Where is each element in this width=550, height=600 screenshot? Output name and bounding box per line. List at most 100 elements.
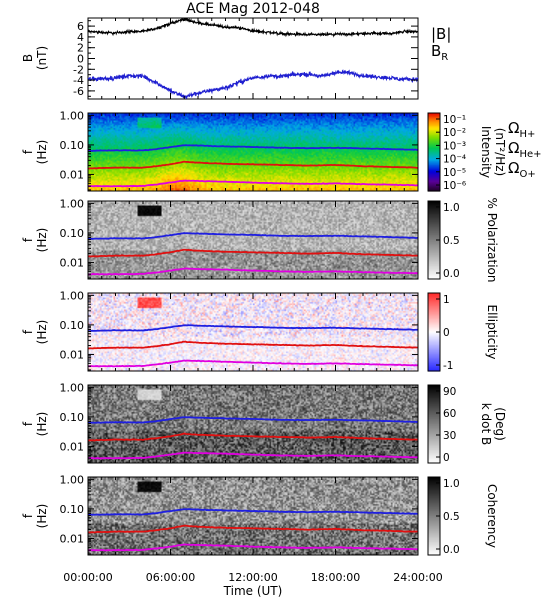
colorbar-step <box>428 447 440 450</box>
colorbar-step <box>428 480 440 483</box>
colorbar-step <box>428 229 440 232</box>
colorbar-step <box>428 542 440 544</box>
colorbar-step <box>428 497 440 500</box>
colorbar-step <box>428 126 440 128</box>
legend-b-total: |B| <box>431 25 451 43</box>
legend-omega-o-plus: ΩO+ <box>508 159 536 180</box>
colorbar-step <box>428 242 440 245</box>
colorbar-step <box>428 501 440 504</box>
colorbar-step <box>428 119 440 122</box>
y-tick-label: 0.10 <box>60 411 85 424</box>
colorbar-step <box>428 387 440 390</box>
colorbar-step <box>428 358 440 360</box>
colorbar-step <box>428 163 440 166</box>
colorbar-step <box>428 145 440 148</box>
colorbar-step <box>428 535 440 538</box>
colorbar-step <box>428 418 440 421</box>
colorbar-step <box>428 503 440 505</box>
colorbar-step <box>428 487 440 490</box>
colorbar-tick-label: 1 <box>443 294 450 306</box>
colorbar-step <box>428 311 440 314</box>
colorbar-step <box>428 154 440 157</box>
colorbar-unit: (Deg) <box>493 407 507 441</box>
colorbar-step <box>428 203 440 206</box>
x-tick-label-2: 12:00:00 <box>228 571 277 584</box>
gyrofrequency-line-H-plus <box>87 324 419 333</box>
colorbar-step <box>428 175 440 178</box>
colorbar-step <box>428 442 440 445</box>
colorbar-step <box>428 187 440 189</box>
colorbar-step <box>428 118 440 121</box>
colorbar-label: % Polarization <box>485 198 499 283</box>
colorbar-step <box>428 308 440 311</box>
colorbar-step <box>428 158 440 161</box>
colorbar-step <box>428 531 440 534</box>
colorbar-step <box>428 251 440 254</box>
colorbar-step <box>428 394 440 396</box>
colorbar-step <box>428 534 440 537</box>
colorbar-step <box>428 225 440 228</box>
gyrofrequency-legend: ΩH+ΩHe+ΩO+ <box>508 119 542 180</box>
gyrofrequency-line-O-plus <box>87 359 419 368</box>
y-tick-label: 1.00 <box>60 197 85 210</box>
spectrogram-panels: 1.000.100.01f (Hz)10⁻¹10⁻²10⁻³10⁻⁴10⁻⁵10⁻… <box>21 109 542 556</box>
colorbar-step <box>428 224 440 227</box>
colorbar-step <box>428 262 440 264</box>
time-axis: 00:00:00 06:00:00 12:00:00 18:00:00 24:0… <box>63 571 442 598</box>
colorbar-step <box>428 459 440 461</box>
gyrofrequency-line-H-plus <box>87 232 419 240</box>
gyrofrequency-line-He-plus <box>87 160 419 170</box>
colorbar-step <box>428 451 440 454</box>
colorbar-step <box>428 334 440 337</box>
colorbar-step <box>428 545 440 548</box>
colorbar-step <box>428 179 440 182</box>
colorbar-step <box>428 271 440 274</box>
colorbar-step <box>428 161 440 163</box>
y-tick-label: 1.00 <box>60 109 85 122</box>
y-tick-label: 0.01 <box>60 168 85 181</box>
gyrofrequency-line-H-plus <box>87 144 419 152</box>
colorbar-step <box>428 113 440 115</box>
colorbar-step <box>428 360 440 363</box>
colorbar-tick-label: 0 <box>443 452 450 464</box>
colorbar-step <box>428 512 440 514</box>
colorbar-step <box>428 174 440 176</box>
colorbar-step <box>428 499 440 501</box>
gyrofrequency-line-H-plus <box>87 416 419 424</box>
colorbar-step <box>428 129 440 132</box>
colorbar-step <box>428 309 440 312</box>
colorbar-step <box>428 165 440 167</box>
colorbar-step <box>428 495 440 498</box>
colorbar-step <box>428 398 440 400</box>
colorbar-step <box>428 322 440 325</box>
colorbar-step <box>428 409 440 412</box>
colorbar-tick-label: 60 <box>443 408 456 420</box>
colorbar-step <box>428 420 440 422</box>
colorbar-step <box>428 258 440 261</box>
colorbar-step <box>428 273 440 276</box>
colorbar-step <box>428 188 440 191</box>
spectrogram-image <box>88 385 418 463</box>
colorbar-step <box>428 181 440 184</box>
figure-title: ACE Mag 2012-048 <box>186 1 320 17</box>
colorbar-step <box>428 210 440 212</box>
colorbar-step <box>428 201 440 203</box>
y-tick-label: 1.00 <box>60 381 85 394</box>
colorbar-step <box>428 338 440 341</box>
legend-b-r-sub: R <box>441 52 448 63</box>
colorbar-step <box>428 269 440 272</box>
colorbar-step <box>428 482 440 485</box>
colorbar-step <box>428 335 440 338</box>
colorbar-step <box>428 526 440 529</box>
colorbar-step <box>428 417 440 420</box>
y-axis-unit: (Hz) <box>35 412 49 437</box>
colorbar-tick-label: 10⁻³ <box>443 140 466 152</box>
colorbar-step <box>428 386 440 389</box>
colorbar-step <box>428 544 440 547</box>
y-tick-label: 4 <box>77 31 84 44</box>
colorbar-step <box>428 408 440 411</box>
colorbar-step <box>428 543 440 546</box>
legend-omega-h-plus: ΩH+ <box>508 119 535 140</box>
colorbar-tick-label: 10⁻⁵ <box>443 167 466 179</box>
colorbar-step <box>428 267 440 270</box>
